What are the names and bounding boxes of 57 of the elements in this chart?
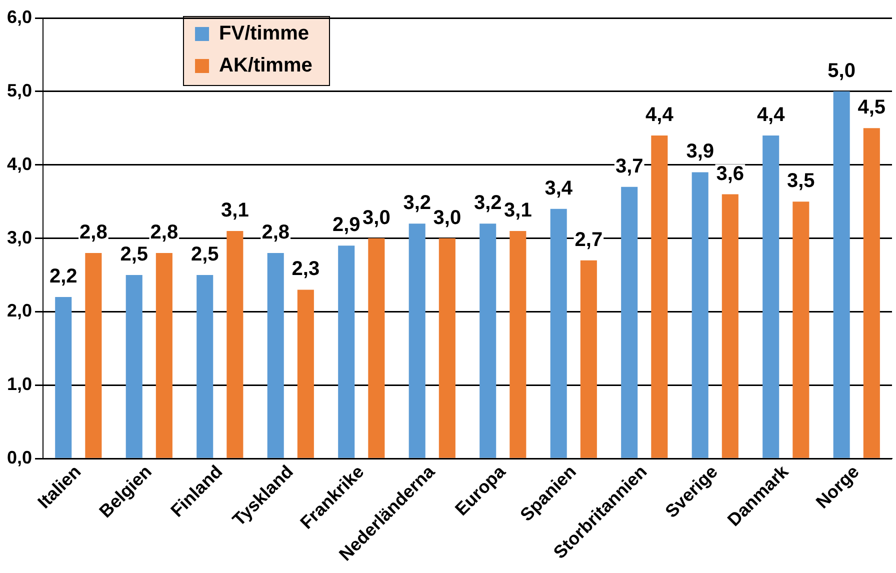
bar [580, 260, 597, 458]
data-label: 3,1 [504, 199, 532, 222]
data-label: 3,5 [787, 170, 815, 192]
bar [196, 275, 214, 458]
bar [156, 252, 172, 458]
y-tick-label: 5,0 [6, 80, 32, 100]
data-label: 2,2 [49, 266, 78, 288]
data-label: 2,3 [292, 258, 320, 280]
bar [297, 290, 314, 458]
data-label: 3,7 [615, 155, 644, 178]
bar [368, 238, 385, 458]
y-tick-label: 6,0 [6, 6, 32, 27]
y-tick-label: 1,0 [6, 374, 32, 394]
bar [833, 91, 850, 458]
y-tick-label: 4,0 [6, 154, 32, 174]
bar [722, 194, 738, 458]
bar [550, 208, 567, 458]
data-label: 3,1 [221, 199, 249, 222]
bar [621, 186, 638, 458]
bar [267, 252, 284, 458]
bar [408, 224, 426, 458]
bar [692, 172, 708, 458]
legend-label: AK/timme [219, 54, 312, 77]
data-label: 5,0 [828, 60, 856, 82]
y-tick-label: 3,0 [6, 227, 32, 248]
data-label: 2,8 [150, 222, 178, 244]
data-label: 2,8 [80, 222, 108, 244]
data-label: 3,2 [474, 192, 502, 214]
data-label: 3,2 [403, 192, 432, 214]
data-label: 4,5 [858, 96, 886, 119]
bar [762, 135, 780, 458]
data-label: 2,7 [574, 228, 603, 251]
data-label: 2,9 [332, 214, 360, 236]
data-label: 4,4 [756, 104, 786, 126]
y-tick-label: 0,0 [6, 448, 32, 468]
data-label: 2,5 [190, 244, 219, 266]
bar [651, 135, 668, 458]
data-label: 3,0 [362, 206, 390, 229]
bar [226, 230, 244, 458]
data-label: 2,5 [120, 244, 148, 266]
legend-label: FV/timme [219, 22, 310, 45]
bar [863, 128, 880, 458]
data-label: 3,9 [686, 140, 714, 163]
data-label: 4,4 [646, 104, 674, 126]
data-label: 2,8 [262, 222, 290, 244]
data-label: 3,0 [433, 206, 462, 229]
bar [792, 202, 810, 458]
bar [85, 252, 102, 458]
bar [338, 246, 355, 458]
bar [480, 224, 496, 458]
data-label: 3,6 [716, 162, 744, 185]
bar [438, 238, 456, 458]
bar [510, 230, 526, 458]
bar [55, 297, 72, 458]
bar [126, 275, 142, 458]
y-tick-label: 2,0 [6, 300, 32, 321]
data-label: 3,4 [544, 177, 574, 200]
